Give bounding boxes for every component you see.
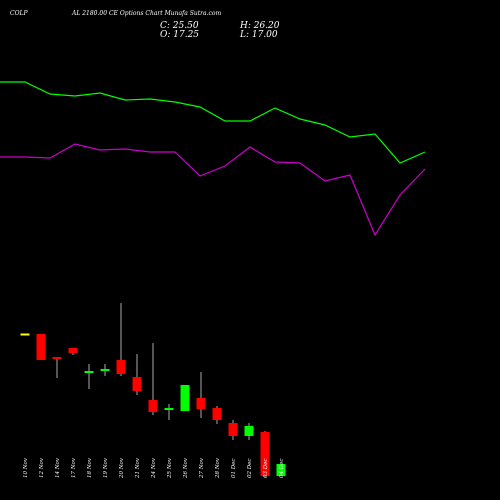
chart-symbol: COLP: [10, 10, 28, 17]
candle: [212, 406, 222, 424]
candle-body: [116, 360, 126, 374]
candle: [164, 404, 174, 420]
x-tick-label: 17 Nov: [71, 457, 77, 478]
open-label: O: 17.25: [160, 30, 199, 40]
candle-body: [260, 432, 270, 476]
x-tick-label: 21 Nov: [135, 457, 141, 479]
x-tick-label: 24 Nov: [151, 457, 157, 479]
candle-body: [148, 400, 158, 412]
candle-body: [164, 408, 174, 410]
x-tick-label: 27 Nov: [199, 457, 205, 479]
overlay-line-1: [0, 81, 426, 164]
x-axis-labels: 10 Nov 12 Nov 14 Nov 17 Nov 18 Nov 19 Nov 20 N…: [23, 457, 285, 479]
x-tick-label: 01 Dec: [231, 459, 237, 479]
x-tick-label: 26 Nov: [183, 457, 189, 479]
candle: [100, 364, 110, 376]
x-tick-label: 20 Nov: [119, 457, 125, 479]
chart-title: AL 2180.00 CE Options Chart Munafa Sutra…: [71, 10, 221, 17]
candle-body: [276, 464, 286, 476]
candle-body: [196, 398, 206, 409]
x-tick-label: 18 Nov: [87, 457, 93, 478]
candle: [196, 372, 206, 418]
candle-body: [36, 334, 46, 360]
high-label: H: 26.20: [239, 21, 280, 31]
candle: [228, 420, 238, 440]
candle-body: [68, 348, 78, 353]
candle: [180, 385, 190, 411]
candles: [20, 303, 286, 477]
candle-body: [132, 377, 142, 391]
candle-body: [180, 385, 190, 411]
candle-body: [52, 357, 62, 359]
x-tick-label: 28 Nov: [215, 457, 221, 479]
x-tick-label: 25 Nov: [167, 457, 173, 479]
x-tick-label: 14 Nov: [55, 457, 61, 478]
candle: [116, 303, 126, 376]
candle: [132, 354, 142, 395]
candle: [148, 343, 158, 415]
candle: [52, 357, 62, 378]
x-tick-label: 12 Nov: [39, 457, 45, 478]
candle-body: [100, 369, 110, 371]
x-tick-label: 19 Nov: [103, 457, 109, 478]
candle: [244, 423, 254, 440]
low-label: L: 17.00: [239, 30, 278, 40]
candle-body: [212, 408, 222, 420]
overlay-lines: [0, 81, 426, 237]
x-tick-label: 02 Dec: [247, 459, 253, 479]
close-label: C: 25.50: [160, 21, 199, 31]
overlay-line-2: [0, 143, 426, 237]
candle-body: [244, 426, 254, 436]
candle: [68, 348, 78, 355]
candle: [260, 431, 270, 477]
x-tick-label: 03 Dec: [263, 459, 269, 479]
candle-body: [20, 333, 30, 336]
candle: [84, 364, 94, 389]
candle: [276, 464, 286, 476]
candle: [20, 333, 30, 336]
x-tick-label: 04 Dec: [279, 459, 285, 479]
candle-body: [228, 423, 238, 436]
candle-body: [84, 371, 94, 373]
x-tick-label: 10 Nov: [23, 457, 29, 478]
candle: [36, 334, 46, 360]
